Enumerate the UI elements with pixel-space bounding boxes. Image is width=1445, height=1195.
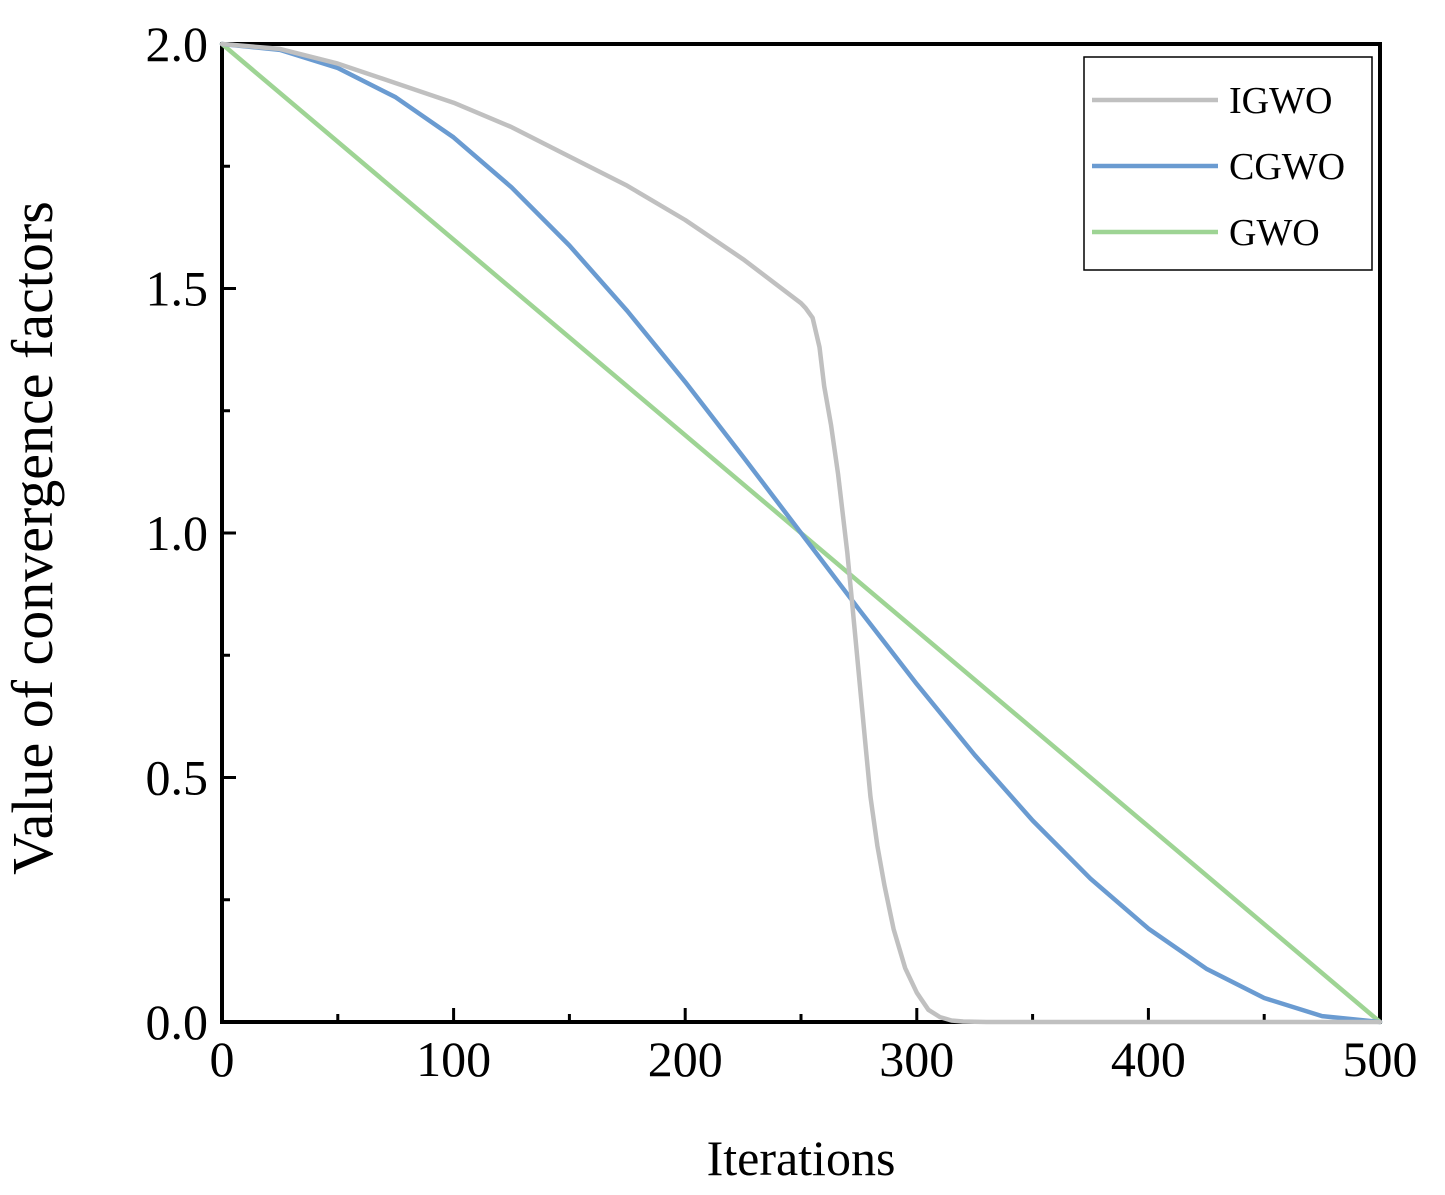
legend-label-cgwo: CGWO (1229, 146, 1345, 188)
x-tick-label: 400 (1111, 1031, 1186, 1087)
legend-label-gwo: GWO (1229, 212, 1320, 254)
y-axis-title: Value of convergence factors (0, 201, 65, 875)
legend: IGWO CGWO GWO (1083, 56, 1373, 271)
y-tick-labels: 0.0 0.5 1.0 1.5 2.0 (146, 16, 209, 1050)
series-line-igwo (219, 41, 1383, 1025)
x-tick-label: 100 (416, 1031, 491, 1087)
x-tick-label: 500 (1343, 1031, 1418, 1087)
series-layer (219, 41, 1383, 1025)
legend-label-igwo: IGWO (1229, 80, 1332, 122)
x-tick-label: 0 (210, 1031, 235, 1087)
y-tick-label: 1.0 (146, 505, 209, 561)
x-axis-title: Iterations (707, 1130, 896, 1186)
x-tick-label: 300 (879, 1031, 954, 1087)
plot-area (219, 41, 1383, 1025)
x-tick-labels: 0 100 200 300 400 500 (210, 1031, 1418, 1087)
y-tick-label: 0.5 (146, 750, 209, 806)
legend-box (1083, 56, 1373, 271)
series-line-cgwo (219, 41, 1383, 1025)
y-tick-label: 1.5 (146, 261, 209, 317)
y-tick-label: 2.0 (146, 16, 209, 72)
x-tick-label: 200 (648, 1031, 723, 1087)
y-tick-label: 0.0 (146, 994, 209, 1050)
